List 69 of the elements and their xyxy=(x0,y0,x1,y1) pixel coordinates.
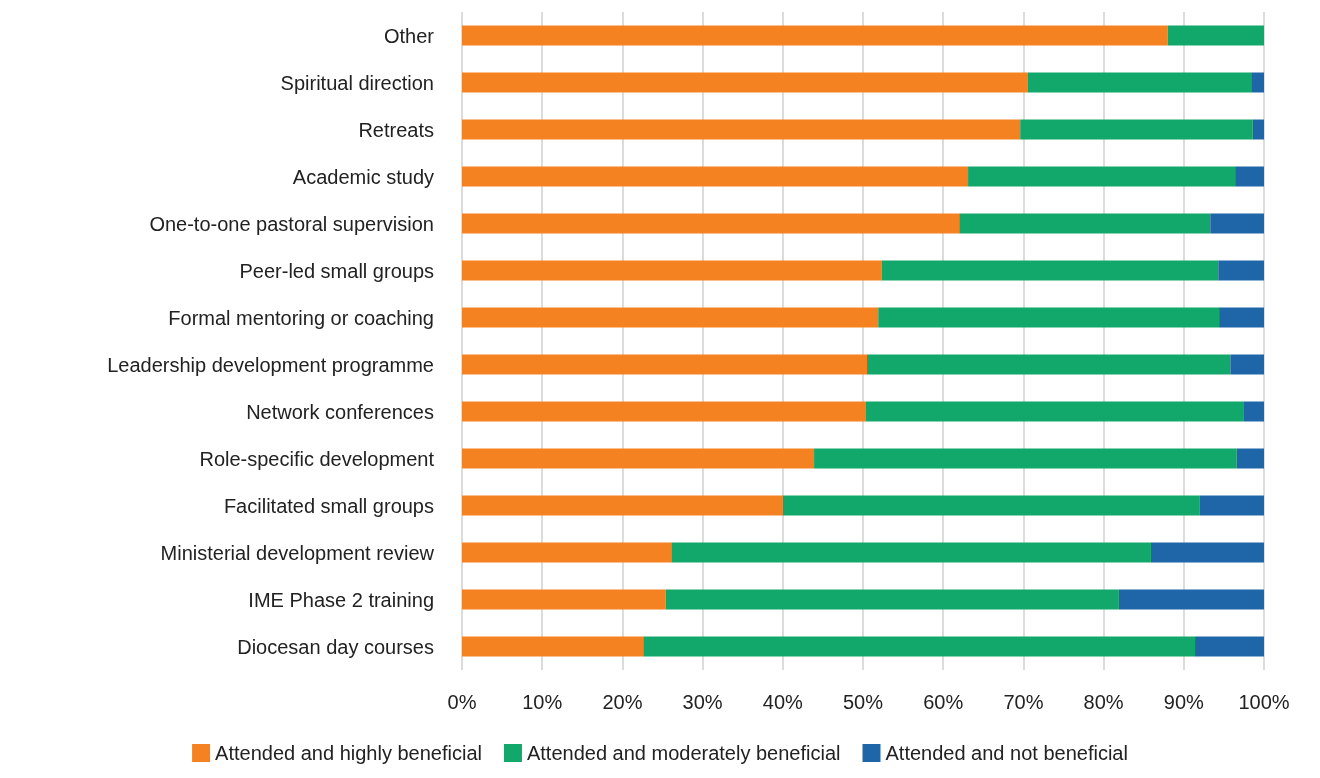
bar xyxy=(462,448,815,469)
bar xyxy=(462,636,644,657)
bar xyxy=(462,119,1021,140)
bar xyxy=(671,542,1151,563)
bar xyxy=(462,495,783,516)
x-tick-label: 50% xyxy=(842,691,884,713)
x-tick-label: 90% xyxy=(1163,691,1205,713)
y-tick-label: Role-specific development xyxy=(199,447,435,470)
bar xyxy=(643,636,1196,657)
y-tick-label: Network conferences xyxy=(246,400,434,423)
bar xyxy=(1243,401,1264,422)
y-tick-label: Diocesan day courses xyxy=(237,635,434,658)
y-tick-label: Ministerial development review xyxy=(160,541,435,564)
y-tick-label: Leadership development programme xyxy=(107,353,434,376)
bar xyxy=(462,72,1028,93)
x-tick-label: 0% xyxy=(447,691,477,713)
bar xyxy=(782,495,1200,516)
bar xyxy=(881,260,1219,281)
bar xyxy=(968,166,1236,187)
legend-label: Attended and highly beneficial xyxy=(215,742,482,764)
x-tick-label: 30% xyxy=(682,691,723,713)
y-tick-label: Other xyxy=(383,24,435,47)
bar xyxy=(462,401,866,422)
bar xyxy=(1195,636,1264,657)
y-tick-label: Formal mentoring or coaching xyxy=(168,306,434,329)
bar xyxy=(865,401,1244,422)
bar xyxy=(1219,307,1264,328)
bar xyxy=(1027,72,1252,93)
bar xyxy=(1235,166,1264,187)
bar xyxy=(867,354,1231,375)
legend-label: Attended and moderately beneficial xyxy=(526,742,841,764)
bar xyxy=(1230,354,1264,375)
bar xyxy=(462,25,1168,46)
x-tick-label: 100% xyxy=(1238,691,1290,713)
y-tick-label: Facilitated small groups xyxy=(223,494,434,517)
bar xyxy=(959,213,1211,234)
bar xyxy=(1020,119,1253,140)
bar xyxy=(462,166,969,187)
x-tick-label: 20% xyxy=(602,691,643,713)
bar xyxy=(1236,448,1264,469)
y-tick-label: One-to-one pastoral supervision xyxy=(149,212,434,235)
bar xyxy=(1251,72,1264,93)
y-tick-label: Peer-led small groups xyxy=(239,259,434,282)
bar xyxy=(814,448,1237,469)
x-tick-label: 80% xyxy=(1083,691,1124,713)
x-tick-label: 40% xyxy=(762,691,804,713)
x-tick-label: 70% xyxy=(1003,691,1044,713)
y-tick-label: Spiritual direction xyxy=(280,71,434,94)
bar xyxy=(1118,589,1264,610)
bar xyxy=(462,307,879,328)
bar xyxy=(462,260,882,281)
bar xyxy=(462,542,672,563)
legend-label: Attended and not beneficial xyxy=(885,742,1128,764)
bar xyxy=(1218,260,1264,281)
bar xyxy=(1167,25,1264,46)
y-tick-label: IME Phase 2 training xyxy=(248,588,434,611)
bar xyxy=(462,354,868,375)
bar xyxy=(1210,213,1264,234)
bar xyxy=(462,213,960,234)
x-tick-label: 60% xyxy=(923,691,964,713)
bar xyxy=(1199,495,1264,516)
x-tick-label: 10% xyxy=(522,691,563,713)
y-tick-label: Retreats xyxy=(358,118,434,141)
bar xyxy=(878,307,1220,328)
bar xyxy=(1150,542,1264,563)
y-tick-label: Academic study xyxy=(292,165,434,188)
bar xyxy=(665,589,1119,610)
bar xyxy=(462,589,666,610)
bar xyxy=(1252,119,1264,140)
